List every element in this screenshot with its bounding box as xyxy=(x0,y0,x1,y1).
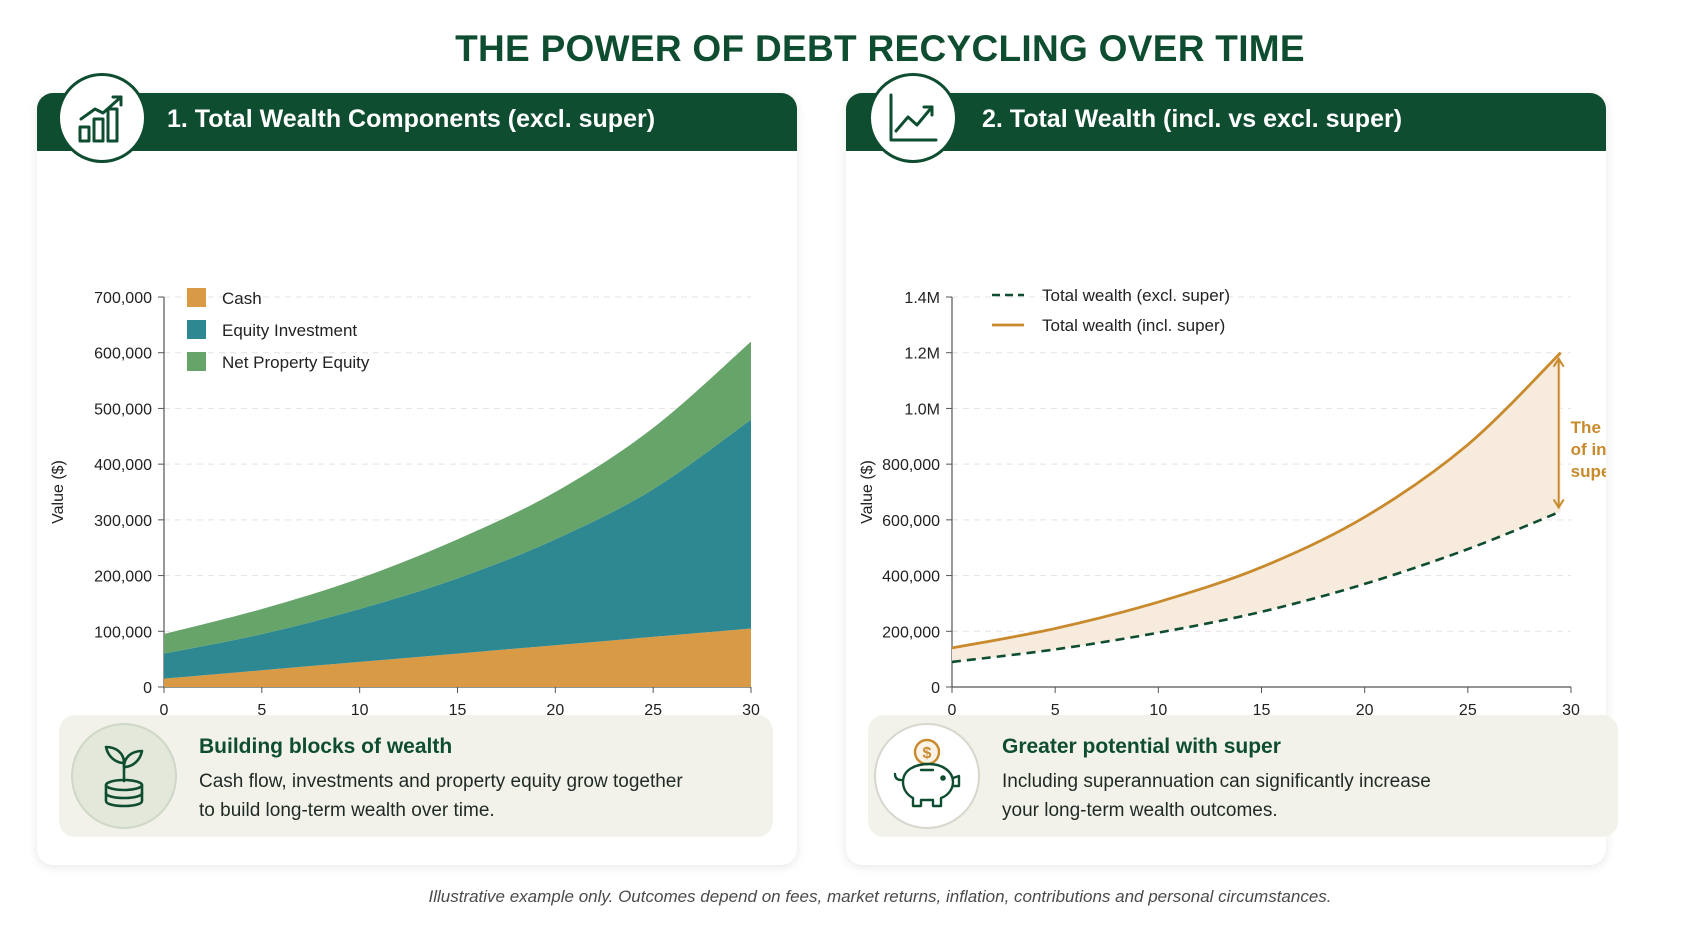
legend-label: Equity Investment xyxy=(222,321,357,340)
y-tick-label: 200,000 xyxy=(882,624,940,641)
y-tick-label: 1.0M xyxy=(904,401,940,418)
panel-title: 1. Total Wealth Components (excl. super) xyxy=(167,105,656,133)
legend-label: Net Property Equity xyxy=(222,353,370,372)
x-tick-label: 0 xyxy=(160,702,169,719)
plant-coins-icon xyxy=(71,723,177,829)
y-axis-label: Value ($) xyxy=(859,460,876,524)
line-chart-growth-icon xyxy=(868,73,958,163)
legend-label: Cash xyxy=(222,289,262,308)
annotation-text: super xyxy=(1571,462,1606,481)
y-tick-label: 1.2M xyxy=(904,346,940,363)
legend-swatch xyxy=(187,352,206,371)
callout-line: to build long-term wealth over time. xyxy=(199,800,495,821)
area-net-property-equity xyxy=(164,341,751,654)
y-tick-label: 400,000 xyxy=(882,569,940,586)
annotation-arrowhead xyxy=(1552,356,1565,368)
y-axis-label: Value ($) xyxy=(50,460,67,524)
x-tick-label: 25 xyxy=(1459,702,1477,719)
bar-chart-growth-icon xyxy=(57,73,147,163)
y-tick-label: 600,000 xyxy=(94,346,152,363)
x-tick-label: 10 xyxy=(1149,702,1167,719)
y-tick-label: 800,000 xyxy=(882,457,940,474)
area-equity-investment xyxy=(164,419,751,679)
x-tick-label: 5 xyxy=(1051,702,1060,719)
line-incl-super xyxy=(951,351,1562,650)
x-tick-label: 15 xyxy=(1253,702,1271,719)
footnote: Illustrative example only. Outcomes depe… xyxy=(428,887,1332,906)
callout-line: Including superannuation can significant… xyxy=(1002,771,1431,792)
callout-title: Building blocks of wealth xyxy=(199,735,453,758)
total-wealth-panel: 2. Total Wealth (incl. vs excl. super) 0… xyxy=(846,73,1618,865)
callout-title: Greater potential with super xyxy=(1002,735,1281,758)
y-tick-label: 400,000 xyxy=(94,457,152,474)
y-tick-label: 0 xyxy=(931,680,940,697)
y-tick-label: 500,000 xyxy=(94,401,152,418)
y-tick-label: 700,000 xyxy=(94,290,152,307)
page-title: THE POWER OF DEBT RECYCLING OVER TIME xyxy=(455,28,1305,69)
legend-swatch xyxy=(187,288,206,307)
y-tick-label: 100,000 xyxy=(94,624,152,641)
panel-header: 1. Total Wealth Components (excl. super) xyxy=(37,93,797,151)
gap-fill-area xyxy=(952,352,1561,662)
x-tick-label: 5 xyxy=(257,702,266,719)
svg-text:$: $ xyxy=(923,745,932,762)
annotation-arrowhead xyxy=(1552,498,1565,510)
stacked-area-chart: 0 100,000 200,000 300,000 400,000 500,000 600,… xyxy=(50,288,760,719)
callout-body: Including superannuation can significant… xyxy=(1002,767,1562,825)
x-tick-label: 25 xyxy=(644,702,662,719)
callout-body: Cash flow, investments and property equi… xyxy=(199,767,759,825)
legend-swatch xyxy=(187,320,206,339)
area-cash xyxy=(164,628,751,687)
y-tick-label: 300,000 xyxy=(94,513,152,530)
x-tick-label: 20 xyxy=(1356,702,1374,719)
callout-line: Cash flow, investments and property equi… xyxy=(199,771,683,792)
x-tick-label: 30 xyxy=(1562,702,1580,719)
annotation-text: of including xyxy=(1571,440,1606,459)
callout-box: Building blocks of wealth Cash flow, inv… xyxy=(59,715,773,837)
wealth-components-panel: 1. Total Wealth Components (excl. super)… xyxy=(37,73,797,865)
annotation-text: The impact xyxy=(1571,418,1606,437)
y-tick-label: 1.4M xyxy=(904,290,940,307)
piggy-bank-icon: $ xyxy=(874,723,980,829)
legend-label: Total wealth (incl. super) xyxy=(1042,316,1225,335)
x-tick-label: 0 xyxy=(948,702,957,719)
y-tick-label: 200,000 xyxy=(94,569,152,586)
callout-line: your long-term wealth outcomes. xyxy=(1002,800,1278,821)
panel-header: 2. Total Wealth (incl. vs excl. super) xyxy=(846,93,1606,151)
x-tick-label: 30 xyxy=(742,702,760,719)
x-tick-label: 10 xyxy=(351,702,369,719)
y-tick-label: 0 xyxy=(143,680,152,697)
legend-label: Total wealth (excl. super) xyxy=(1042,286,1230,305)
panel-title: 2. Total Wealth (incl. vs excl. super) xyxy=(982,105,1403,133)
line-excl-super xyxy=(951,510,1562,664)
x-tick-label: 20 xyxy=(546,702,564,719)
line-chart: 0 200,000 400,000 600,000 800,000 1.0M 1.2M 1.4… xyxy=(859,286,1606,719)
y-tick-label: 600,000 xyxy=(882,513,940,530)
x-tick-label: 15 xyxy=(449,702,467,719)
callout-box: $ Greater potential with super Including… xyxy=(868,715,1618,837)
